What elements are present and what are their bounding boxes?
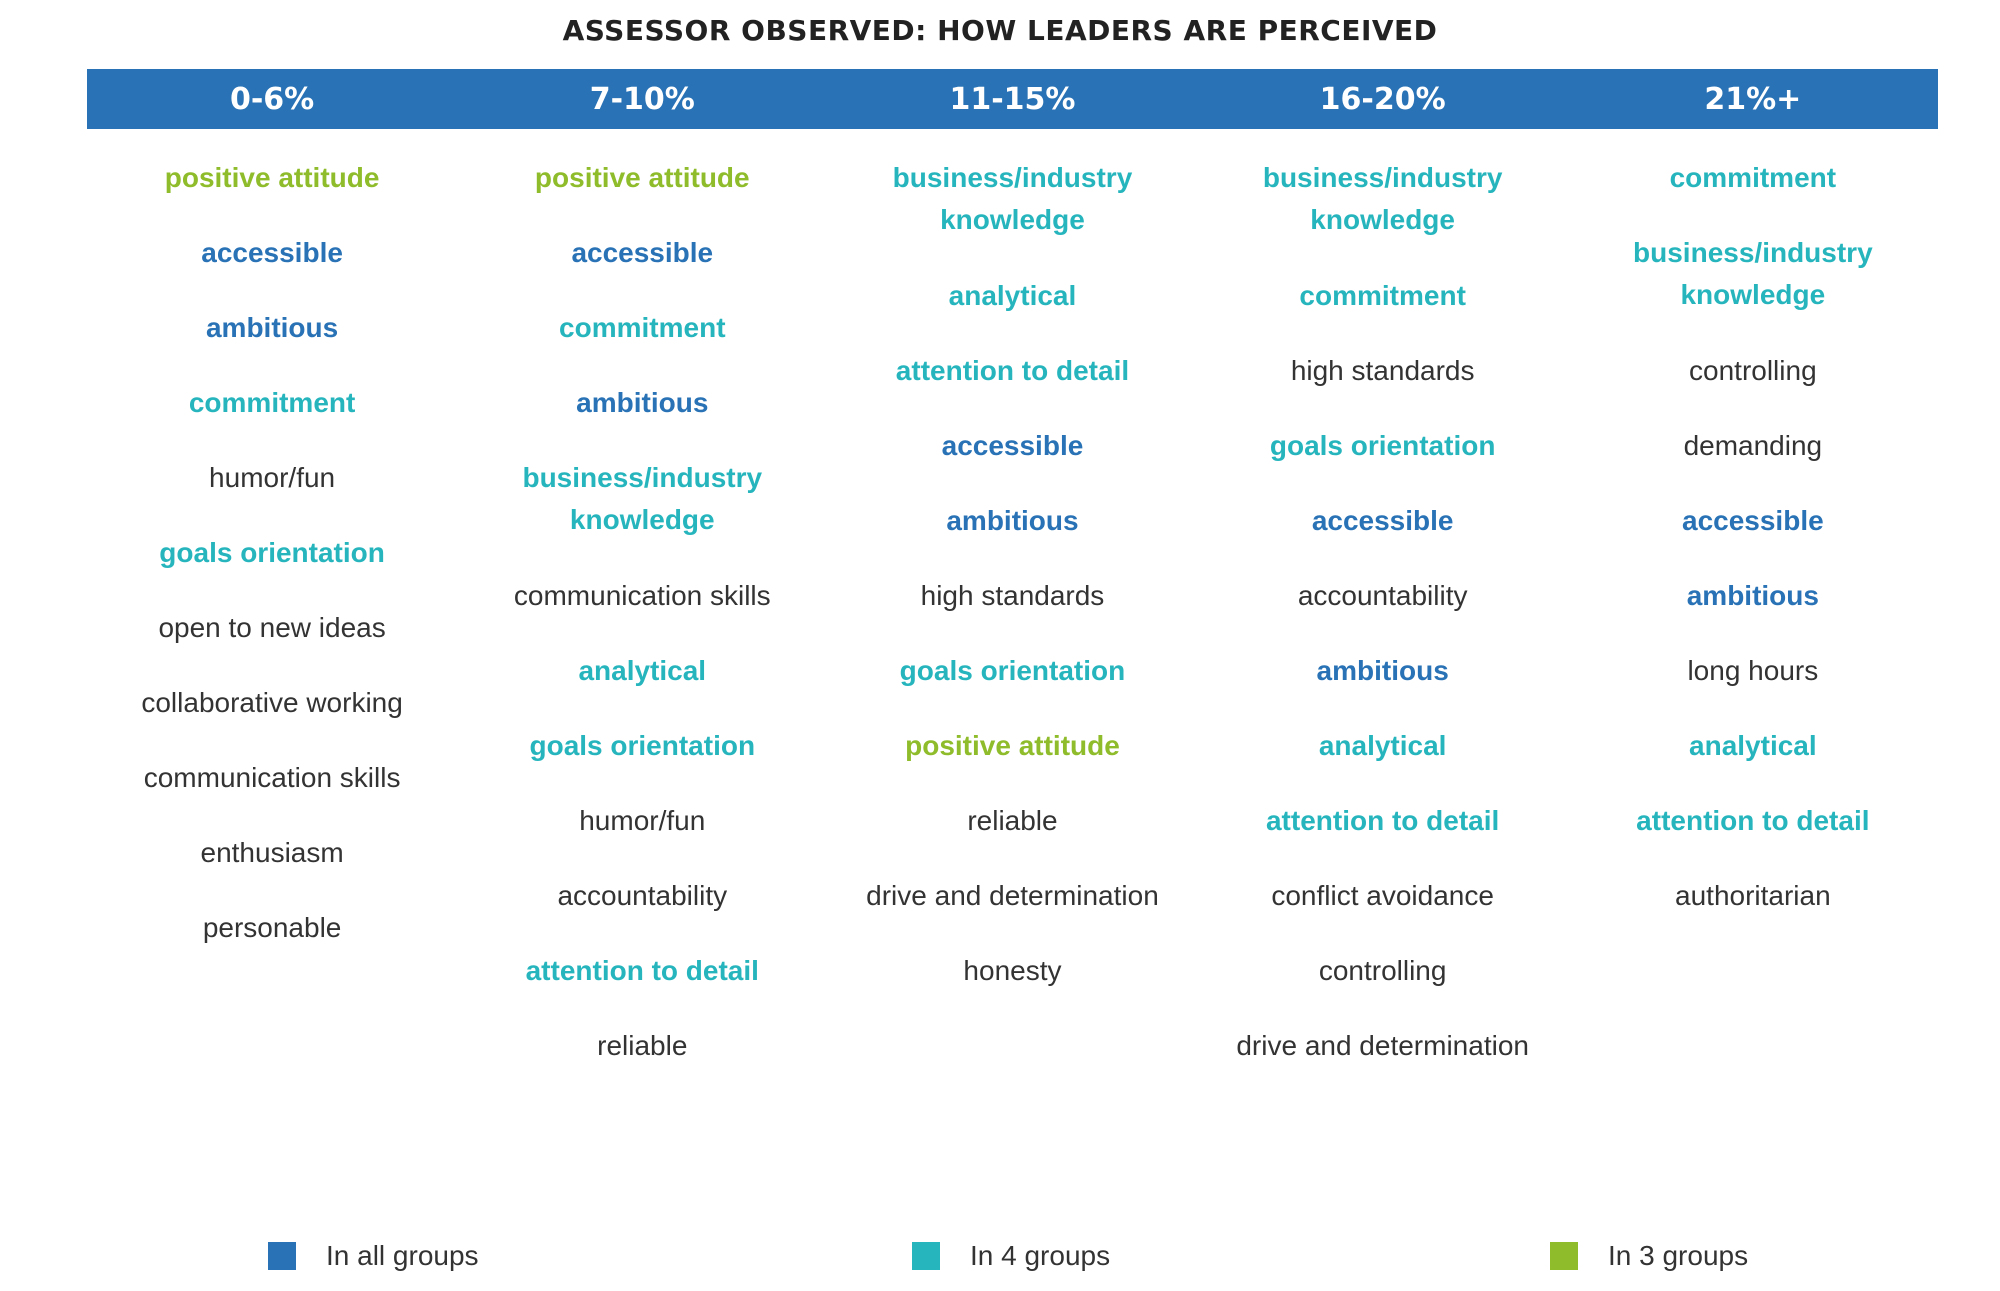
legend-item-four: In 4 groups	[912, 1240, 1110, 1272]
trait-item: collaborative working	[141, 687, 403, 718]
trait-item: personable	[202, 912, 342, 943]
trait-item: enthusiasm	[200, 837, 344, 868]
trait-item: demanding	[1683, 430, 1823, 461]
trait-item: goals orientation	[159, 537, 385, 568]
trait-item: analytical	[1689, 730, 1817, 761]
trait-item: high standards	[920, 580, 1105, 611]
trait-item: business/industry knowledge	[1262, 162, 1503, 235]
trait-item: honesty	[963, 955, 1062, 986]
column-header-16-20: 16-20%	[1319, 81, 1446, 117]
trait-column: positive attitude accessible ambitious comm…	[87, 157, 457, 1100]
trait-item: controlling	[1318, 955, 1447, 986]
trait-item: ambitious	[205, 312, 339, 343]
trait-item: long hours	[1687, 655, 1819, 686]
legend-swatch-all	[268, 1242, 296, 1270]
trait-item: business/industry knowledge	[522, 462, 763, 535]
trait-item: ambitious	[576, 387, 709, 418]
legend-item-three: In 3 groups	[1550, 1240, 1748, 1272]
column-header-11-15: 11-15%	[949, 81, 1076, 117]
trait-column: positive attitude accessible commitment amb…	[457, 157, 827, 1100]
trait-item: attention to detail	[895, 355, 1130, 386]
trait-item: positive attitude	[164, 162, 380, 193]
trait-item: ambitious	[946, 505, 1079, 536]
trait-item: commitment	[1299, 280, 1466, 311]
trait-item: attention to detail	[1636, 805, 1870, 836]
trait-item: high standards	[1290, 355, 1475, 386]
trait-item: accessible	[201, 237, 343, 268]
column-header-7-10: 7-10%	[589, 81, 695, 117]
trait-item: communication skills	[513, 580, 771, 611]
trait-item: accountability	[1297, 580, 1468, 611]
legend: In all groups In 4 groups In 3 groups	[0, 1240, 2000, 1276]
column-header-bar: 0-6% 7-10% 11-15% 16-20% 21%+	[87, 69, 1938, 129]
trait-item: business/industry knowledge	[1633, 237, 1873, 310]
trait-column: commitment business/industry knowledge con…	[1568, 157, 1938, 1100]
trait-item: positive attitude	[534, 162, 750, 193]
trait-column: business/industry knowledge commitment hig…	[1198, 157, 1568, 1100]
trait-item: conflict avoidance	[1271, 880, 1494, 911]
trait-item: attention to detail	[525, 955, 759, 986]
trait-item: reliable	[597, 1030, 688, 1061]
legend-swatch-four	[912, 1242, 940, 1270]
legend-swatch-three	[1550, 1242, 1578, 1270]
trait-item: communication skills	[143, 762, 401, 793]
trait-item: goals orientation	[899, 655, 1126, 686]
trait-item: accountability	[557, 880, 728, 911]
legend-label-three: In 3 groups	[1608, 1240, 1749, 1271]
column-header-21-plus: 21%+	[1704, 81, 1802, 117]
trait-item: analytical	[578, 655, 707, 686]
legend-label-all: In all groups	[326, 1240, 479, 1271]
trait-item: accessible	[1311, 505, 1454, 536]
trait-columns: positive attitude accessible ambitious comm…	[87, 157, 1938, 1100]
trait-item: commitment	[188, 387, 356, 418]
trait-item: goals orientation	[529, 730, 756, 761]
trait-item: analytical	[1318, 730, 1447, 761]
trait-item: humor/fun	[209, 462, 336, 493]
trait-item: analytical	[948, 280, 1077, 311]
legend-item-all: In all groups	[268, 1240, 479, 1272]
trait-item: reliable	[967, 805, 1058, 836]
page-title: ASSESSOR OBSERVED: HOW LEADERS ARE PERCE…	[562, 14, 1438, 47]
trait-item: ambitious	[1316, 655, 1449, 686]
trait-item: positive attitude	[905, 730, 1120, 761]
trait-item: business/industry knowledge	[892, 162, 1133, 235]
trait-item: open to new ideas	[158, 612, 386, 643]
trait-item: commitment	[1669, 162, 1837, 193]
trait-item: accessible	[571, 237, 714, 268]
legend-label-four: In 4 groups	[970, 1240, 1111, 1271]
trait-item: drive and determination	[866, 880, 1159, 911]
trait-item: authoritarian	[1675, 880, 1831, 911]
trait-item: attention to detail	[1265, 805, 1500, 836]
trait-item: accessible	[1682, 505, 1824, 536]
trait-item: humor/fun	[579, 805, 706, 836]
trait-item: accessible	[941, 430, 1084, 461]
column-header-0-6: 0-6%	[229, 81, 315, 117]
trait-item: commitment	[559, 312, 726, 343]
trait-item: ambitious	[1686, 580, 1819, 611]
trait-item: controlling	[1689, 355, 1817, 386]
trait-column: business/industry knowledge analytical att…	[827, 157, 1197, 1100]
trait-item: goals orientation	[1269, 430, 1496, 461]
trait-item: drive and determination	[1236, 1030, 1529, 1061]
